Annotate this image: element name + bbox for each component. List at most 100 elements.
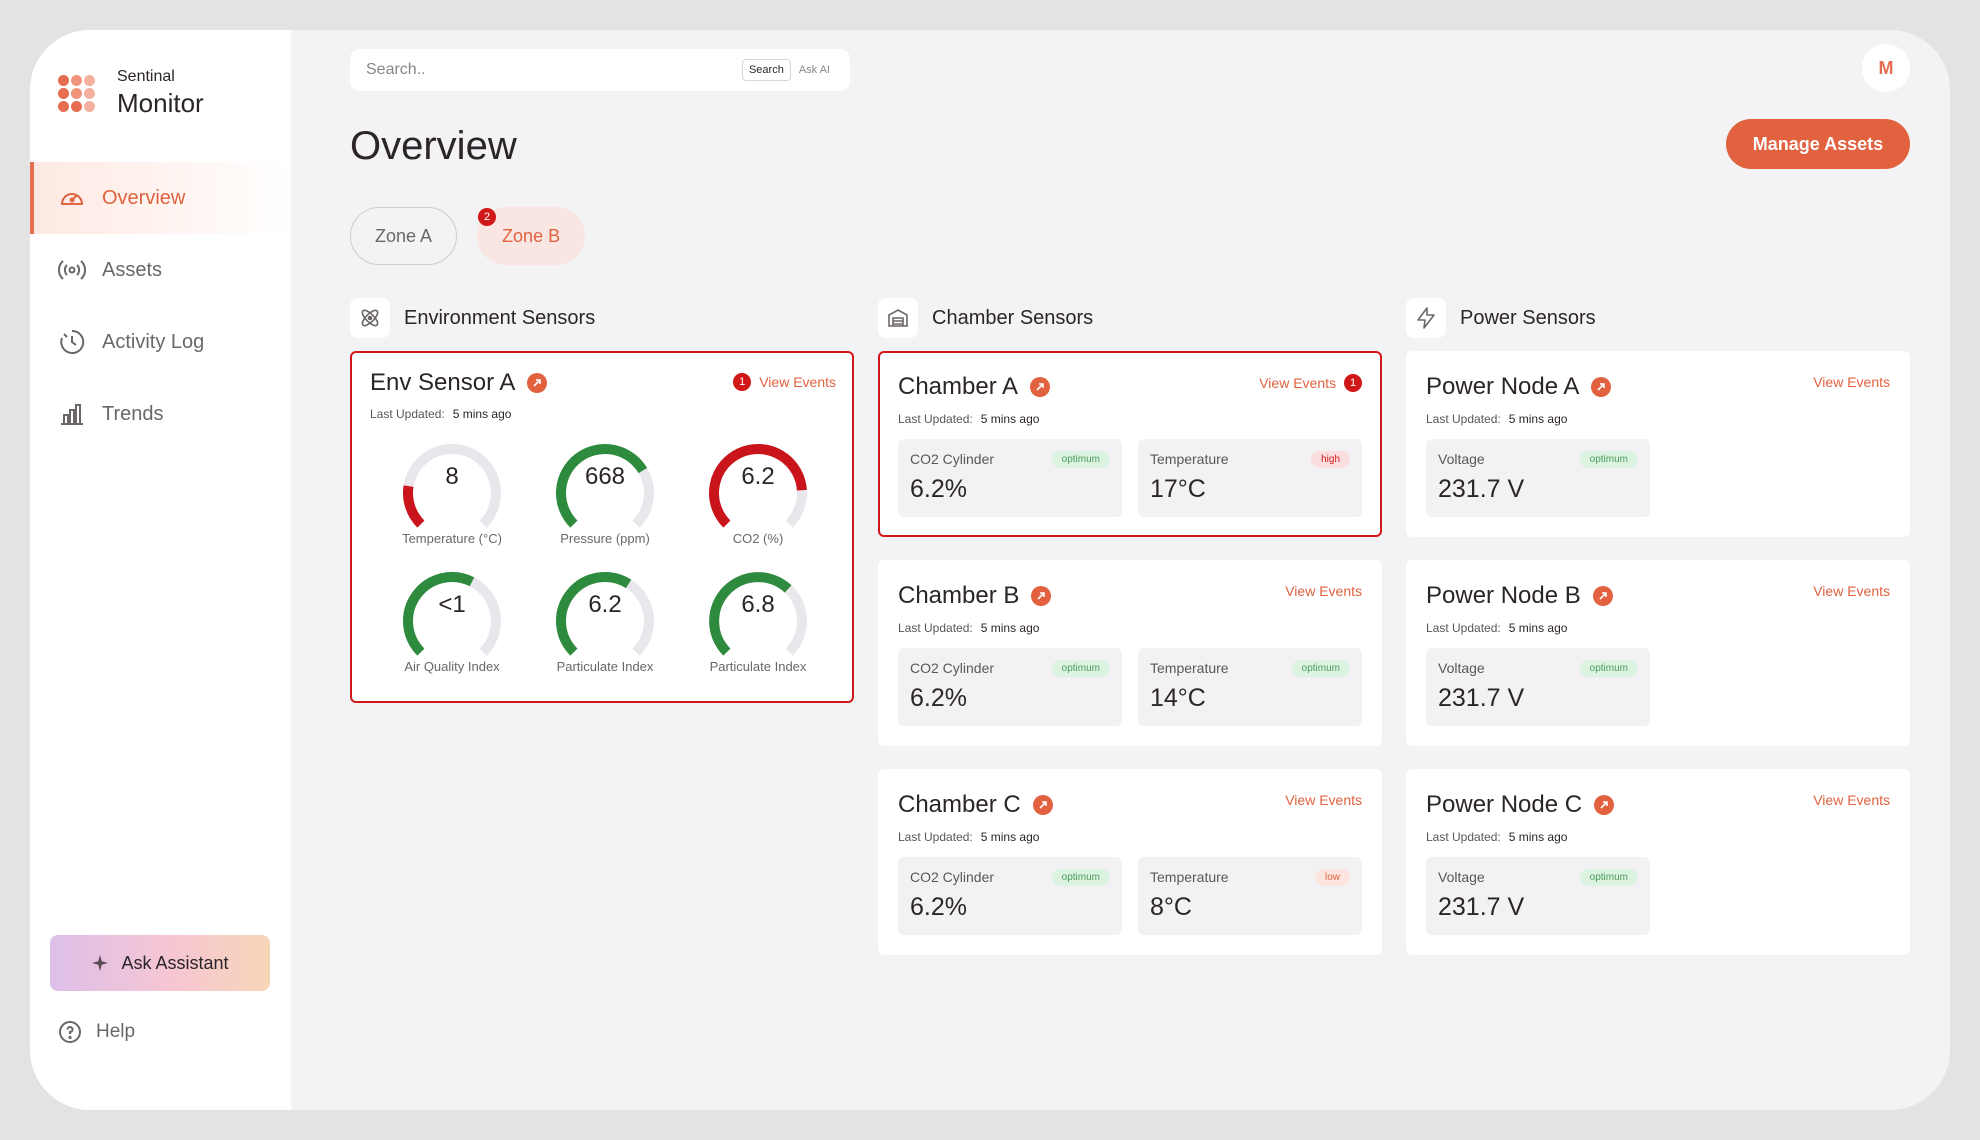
power-sensors-header: Power Sensors [1406, 298, 1596, 338]
external-link-icon[interactable] [1591, 377, 1612, 397]
view-events-link[interactable]: View Events [1813, 374, 1890, 390]
sidebar-item-trends[interactable]: Trends [30, 378, 291, 450]
sidebar: Sentinal Monitor Overview Assets Activit… [30, 30, 291, 1110]
view-events-link[interactable]: View Events [1285, 792, 1362, 808]
tab-zone-a[interactable]: Zone A [350, 207, 458, 265]
view-events-link[interactable]: View Events 1 [1259, 374, 1362, 392]
sidebar-nav: Overview Assets Activity Log Trends [30, 162, 291, 450]
sidebar-item-overview[interactable]: Overview [30, 162, 291, 234]
search-input[interactable] [366, 61, 742, 79]
gauge: 6.8 Particulate Index [698, 563, 818, 683]
card-title: Power Node B [1426, 582, 1613, 610]
manage-assets-button[interactable]: Manage Assets [1726, 119, 1910, 169]
temperature-metric: Temperature low 8°C [1138, 857, 1362, 935]
voltage-metric: Voltage optimum 231.7 V [1426, 857, 1650, 935]
gauge-icon [61, 193, 83, 205]
sidebar-item-label: Activity Log [102, 330, 205, 353]
metric-value: 231.7 V [1438, 475, 1525, 503]
zone-label: Zone A [375, 225, 433, 246]
ask-ai-mode-button[interactable]: Ask AI [798, 64, 830, 76]
view-events-link[interactable]: View Events [1813, 792, 1890, 808]
sidebar-item-label: Trends [102, 402, 164, 425]
card-title-text: Power Node B [1426, 582, 1581, 609]
page-title: Overview [350, 124, 517, 168]
brand-big: Monitor [117, 88, 204, 118]
gauge-value: <1 [438, 591, 466, 618]
gauge-label: Particulate Index [709, 659, 807, 674]
sidebar-item-label: Overview [102, 186, 186, 209]
metric-value: 8°C [1150, 893, 1192, 921]
help-icon [59, 1021, 81, 1043]
help-link[interactable]: Help [58, 1020, 135, 1044]
view-events-label: View Events [759, 374, 836, 390]
metric-label: Voltage [1438, 660, 1485, 676]
external-link-icon[interactable] [1592, 586, 1613, 606]
gauge-label: Temperature (°C) [402, 531, 502, 546]
view-events-label: View Events [1285, 792, 1362, 808]
card-title-text: Power Node A [1426, 373, 1580, 400]
sidebar-item-label: Assets [102, 258, 163, 281]
chamber-card: Chamber B Last Updated: 5 mins ago View E… [878, 560, 1382, 746]
gauge-value: 668 [584, 463, 626, 490]
last-updated: Last Updated: 5 mins ago [1426, 412, 1568, 426]
sidebar-item-assets[interactable]: Assets [30, 234, 291, 306]
gauge: <1 Air Quality Index [392, 563, 512, 683]
gauge-fill [709, 572, 792, 656]
gauge-value: 6.2 [588, 591, 622, 618]
power-node-card: Power Node A Last Updated: 5 mins ago Vie… [1406, 351, 1910, 537]
card-title: Chamber C [898, 791, 1053, 819]
metric-label: Temperature [1150, 660, 1229, 676]
brand-small: Sentinal [117, 68, 175, 85]
metric-value: 231.7 V [1438, 684, 1525, 712]
gauge: 6.2 Particulate Index [545, 563, 665, 683]
gauge-fill [556, 572, 632, 656]
status-badge: optimum [1579, 869, 1638, 886]
co2-metric: CO2 Cylinder optimum 6.2% [898, 648, 1122, 726]
chamber-card: Chamber A Last Updated: 5 mins ago View E… [878, 351, 1382, 537]
card-title-text: Chamber C [898, 791, 1021, 818]
co2-metric: CO2 Cylinder optimum 6.2% [898, 857, 1122, 935]
metric-value: 6.2% [910, 684, 967, 712]
gauge: 668 Pressure (ppm) [545, 435, 665, 555]
view-events-label: View Events [1813, 583, 1890, 599]
ask-assistant-button[interactable]: Ask Assistant [50, 935, 270, 991]
logo-mark-icon [58, 75, 95, 112]
gauge-label: CO2 (%) [732, 531, 784, 546]
search-mode-button[interactable]: Search [741, 59, 791, 81]
alert-badge: 1 [1344, 374, 1362, 392]
status-badge: optimum [1051, 660, 1110, 677]
sidebar-item-activity-log[interactable]: Activity Log [30, 306, 291, 378]
external-link-icon[interactable] [1594, 795, 1615, 815]
gauge-fill [556, 444, 648, 528]
view-events-link[interactable]: View Events [1285, 583, 1362, 599]
lightning-icon [1417, 307, 1435, 329]
env-sensors-header: Environment Sensors [350, 298, 595, 338]
view-events-label: View Events [1813, 792, 1890, 808]
zone-label: Zone B [502, 225, 561, 246]
card-title: Env Sensor A [370, 369, 548, 397]
sparkle-icon [92, 955, 109, 971]
external-link-icon[interactable] [527, 373, 548, 393]
card-title: Chamber B [898, 582, 1052, 610]
zone-alert-badge: 2 [478, 208, 497, 226]
voltage-metric: Voltage optimum 231.7 V [1426, 648, 1650, 726]
view-events-link[interactable]: View Events [1813, 583, 1890, 599]
external-link-icon[interactable] [1032, 795, 1053, 815]
metric-label: CO2 Cylinder [910, 451, 995, 467]
metric-value: 14°C [1150, 684, 1206, 712]
temperature-metric: Temperature optimum 14°C [1138, 648, 1362, 726]
alert-badge: 1 [733, 373, 752, 391]
gauge: 8 Temperature (°C) [392, 435, 512, 555]
view-events-link[interactable]: 1 View Events [733, 373, 836, 391]
gauge-fill [709, 444, 807, 528]
temperature-metric: Temperature high 17°C [1138, 439, 1362, 517]
avatar[interactable]: M [1862, 44, 1910, 92]
external-link-icon[interactable] [1031, 586, 1052, 606]
external-link-icon[interactable] [1030, 377, 1051, 397]
main-content: Search Ask AI M Overview Manage Assets Z… [30, 30, 1950, 1110]
column-title: Environment Sensors [404, 306, 596, 329]
last-updated: Last Updated: 5 mins ago [1426, 621, 1568, 635]
tab-zone-b[interactable]: 2 Zone B [477, 207, 586, 265]
metric-label: CO2 Cylinder [910, 869, 995, 885]
card-title-text: Chamber B [898, 582, 1020, 609]
